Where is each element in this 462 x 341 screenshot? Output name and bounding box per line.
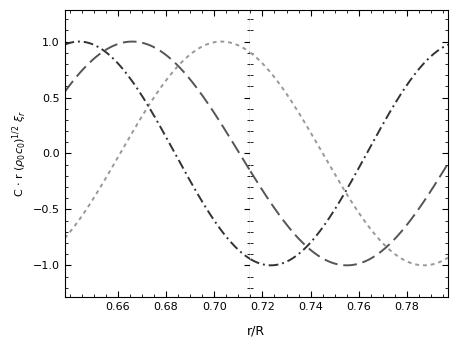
Text: r/R: r/R bbox=[247, 325, 266, 338]
Y-axis label: C $\cdot$ r $(\rho_0 c_0)^{1/2}$ $\xi_r$: C $\cdot$ r $(\rho_0 c_0)^{1/2}$ $\xi_r$ bbox=[10, 110, 29, 197]
